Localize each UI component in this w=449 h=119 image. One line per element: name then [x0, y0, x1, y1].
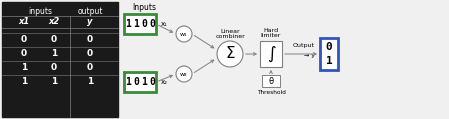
Text: 0: 0: [326, 42, 332, 52]
Text: Σ: Σ: [225, 47, 235, 62]
Circle shape: [217, 41, 243, 67]
Text: → y: → y: [304, 53, 315, 58]
Text: w₁: w₁: [180, 32, 188, 37]
FancyBboxPatch shape: [262, 75, 280, 87]
Text: 0: 0: [149, 77, 155, 87]
Text: 1: 1: [125, 77, 131, 87]
Text: 1: 1: [21, 77, 27, 87]
Circle shape: [176, 26, 192, 42]
Text: 0: 0: [51, 35, 57, 45]
Text: inputs: inputs: [28, 7, 52, 15]
Text: w₂: w₂: [180, 72, 188, 77]
Text: 1: 1: [51, 77, 57, 87]
Text: 0: 0: [87, 64, 93, 72]
Text: x1: x1: [18, 17, 30, 27]
Text: 1: 1: [141, 77, 147, 87]
Text: Hard
limiter: Hard limiter: [261, 28, 281, 38]
Text: Inputs: Inputs: [132, 3, 156, 12]
Text: 0: 0: [51, 64, 57, 72]
Text: 0: 0: [87, 50, 93, 59]
Text: 1: 1: [326, 56, 332, 66]
Text: 0: 0: [21, 50, 27, 59]
Text: y: y: [87, 17, 93, 27]
Text: 0: 0: [149, 19, 155, 29]
FancyBboxPatch shape: [124, 14, 156, 34]
Text: 1: 1: [87, 77, 93, 87]
Text: 1: 1: [133, 19, 139, 29]
Text: ∫: ∫: [267, 45, 275, 63]
Text: x₁: x₁: [161, 21, 168, 27]
Text: Threshold: Threshold: [256, 89, 286, 94]
Text: 0: 0: [141, 19, 147, 29]
FancyBboxPatch shape: [260, 41, 282, 67]
Text: Linear
combiner: Linear combiner: [215, 29, 245, 39]
Text: Output: Output: [293, 43, 315, 48]
Text: θ: θ: [269, 77, 273, 85]
Text: 0: 0: [21, 35, 27, 45]
Text: x₂: x₂: [161, 79, 168, 85]
Text: 0: 0: [133, 77, 139, 87]
FancyBboxPatch shape: [320, 38, 338, 70]
FancyBboxPatch shape: [124, 72, 156, 92]
Text: 1: 1: [51, 50, 57, 59]
Text: 0: 0: [87, 35, 93, 45]
Text: output: output: [77, 7, 103, 15]
Text: x2: x2: [48, 17, 60, 27]
Text: 1: 1: [21, 64, 27, 72]
Circle shape: [176, 66, 192, 82]
Text: 1: 1: [125, 19, 131, 29]
FancyBboxPatch shape: [2, 2, 118, 117]
